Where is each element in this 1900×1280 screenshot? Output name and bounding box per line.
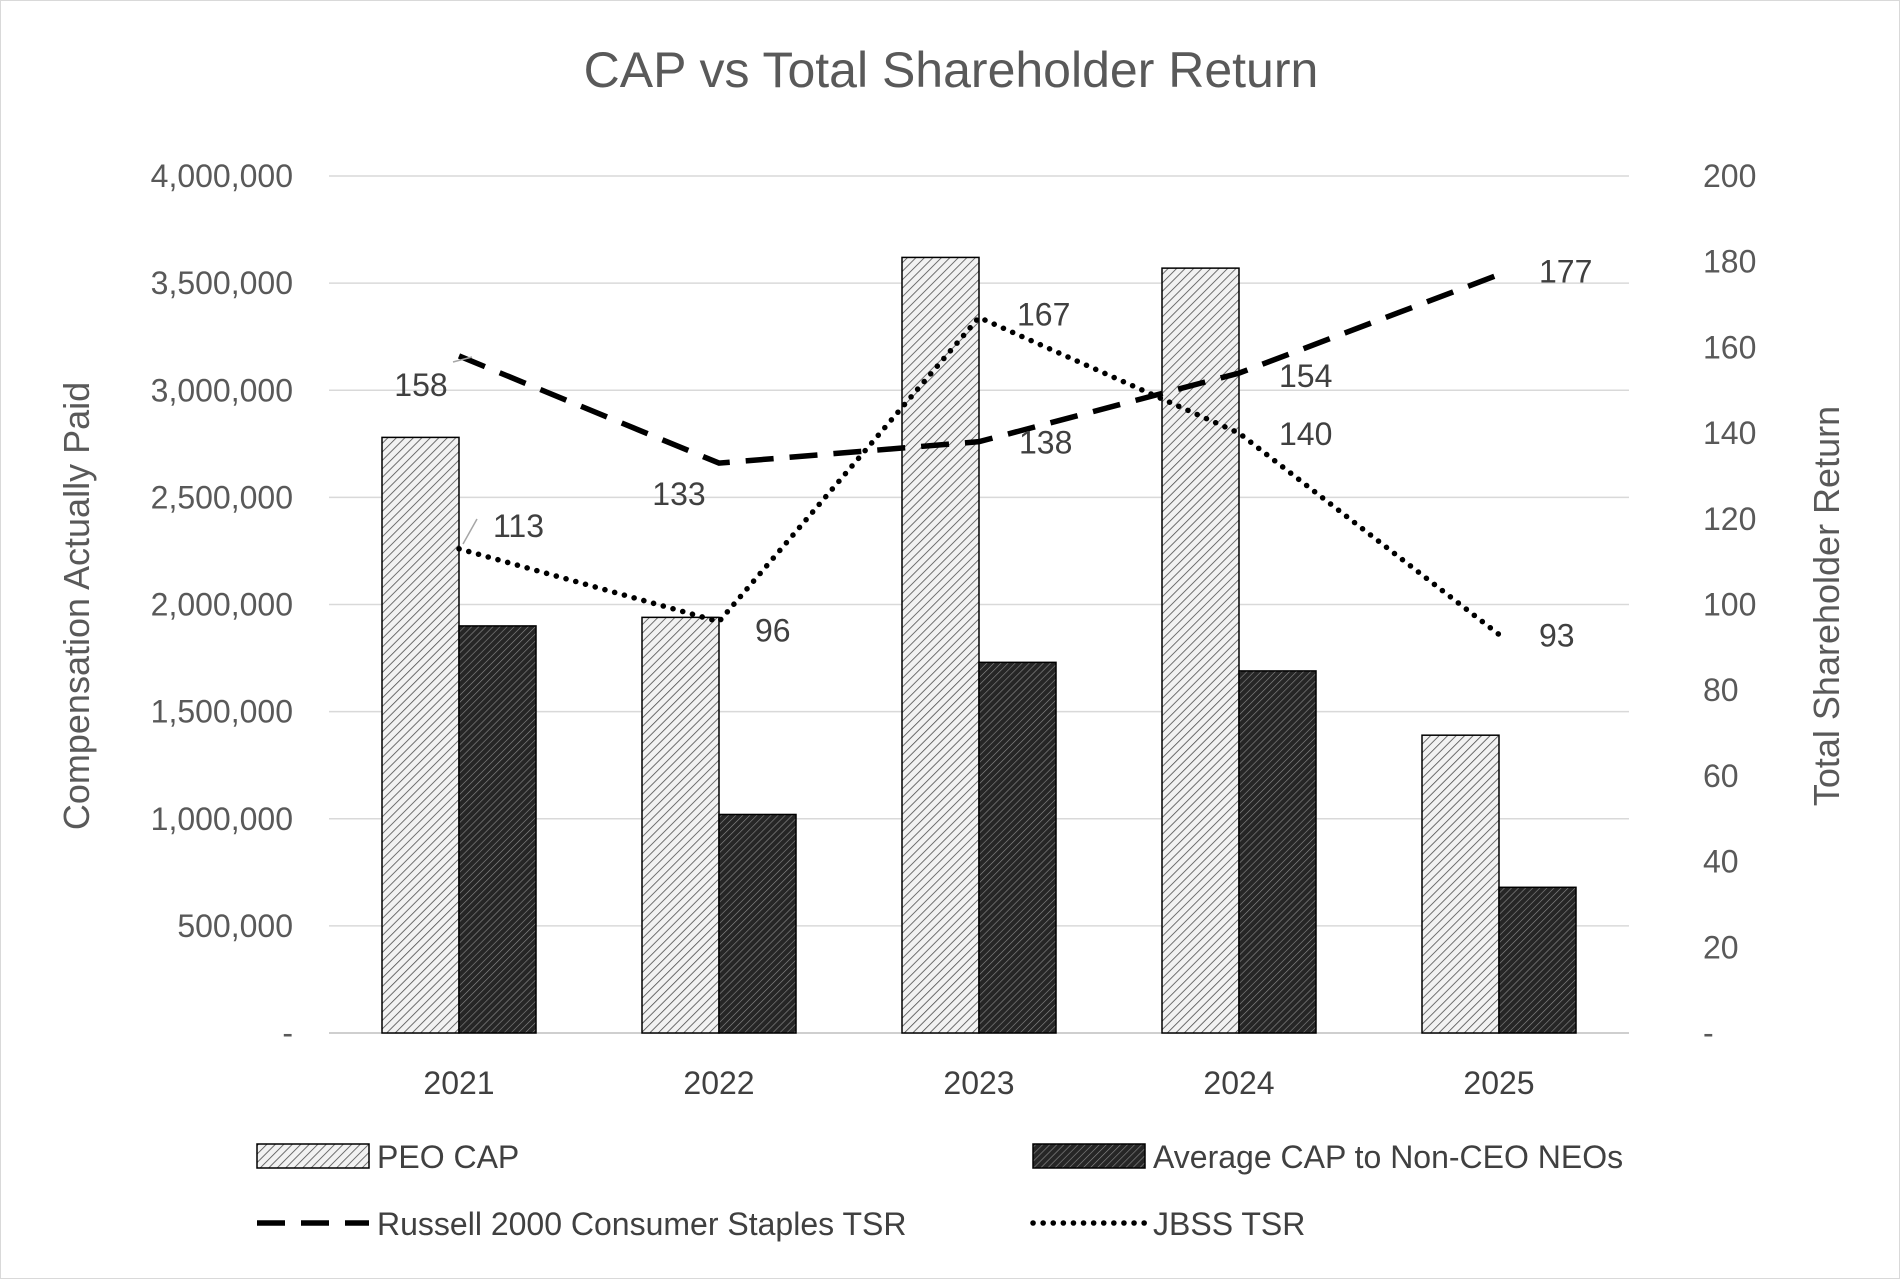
bar-average-cap-to-non-ceo-neos [978, 661, 1057, 1034]
left-axis-ticks: - 500,000 1,000,000 1,500,000 2,000,000 2,500… [151, 158, 293, 1051]
category-label: 2023 [943, 1065, 1014, 1101]
legend: PEO CAP Average CAP to Non-CEO NEOs Russel… [256, 1139, 1623, 1242]
bar-peo-cap [641, 616, 720, 1034]
right-axis-tick-label: 140 [1703, 415, 1756, 451]
leader-line [462, 518, 478, 545]
left-axis-tick-label: - [282, 1015, 293, 1051]
data-label: 177 [1539, 254, 1592, 290]
chart-title: CAP vs Total Shareholder Return [584, 42, 1319, 98]
line-russell-2000-consumer-staples-tsr [457, 271, 1500, 466]
left-axis-tick-label: 4,000,000 [151, 158, 293, 194]
left-axis-tick-label: 2,000,000 [151, 587, 293, 623]
right-axis-tick-label: 160 [1703, 329, 1756, 365]
bar-average-cap-to-non-ceo-neos [718, 813, 797, 1034]
legend-peo-cap-swatch [256, 1143, 370, 1169]
data-labels: 158 133 138 154 177 113 96 167 140 93 [394, 254, 1592, 654]
data-label: 138 [1019, 425, 1072, 461]
right-axis-tick-label: 80 [1703, 672, 1739, 708]
right-axis-title: Total Shareholder Return [1806, 406, 1847, 806]
left-axis-tick-label: 3,000,000 [151, 372, 293, 408]
right-axis-tick-label: 120 [1703, 501, 1756, 537]
bar-peo-cap [1161, 267, 1240, 1034]
bar-series [381, 256, 1577, 1034]
legend-average-cap-to-non-ceo-neos-swatch [1032, 1143, 1146, 1169]
left-axis-tick-label: 1,000,000 [151, 801, 293, 837]
bar-average-cap-to-non-ceo-neos [458, 625, 537, 1034]
left-axis-tick-label: 2,500,000 [151, 479, 293, 515]
bar-average-cap-to-non-ceo-neos [1238, 670, 1317, 1034]
data-label: 133 [652, 476, 705, 512]
bar-peo-cap [901, 256, 980, 1034]
right-axis-ticks: - 20 40 60 80 100 120 140 160 180 200 [1703, 158, 1756, 1051]
left-axis-tick-label: 1,500,000 [151, 694, 293, 730]
left-axis-tick-label: 3,500,000 [151, 265, 293, 301]
right-axis-tick-label: - [1703, 1015, 1714, 1051]
legend-average-cap-to-non-ceo-neos-label: Average CAP to Non-CEO NEOs [1153, 1139, 1623, 1175]
legend-jbss-tsr-label: JBSS TSR [1153, 1206, 1305, 1242]
data-label: 154 [1279, 358, 1332, 394]
right-axis-tick-label: 180 [1703, 244, 1756, 280]
category-label: 2021 [423, 1065, 494, 1101]
left-axis-title: Compensation Actually Paid [56, 382, 97, 830]
category-label: 2025 [1463, 1065, 1534, 1101]
category-axis-labels: 2021 2022 2023 2024 2025 [423, 1065, 1534, 1101]
right-axis-tick-label: 100 [1703, 587, 1756, 623]
bar-peo-cap [1421, 734, 1500, 1034]
right-axis-tick-label: 40 [1703, 844, 1739, 880]
category-label: 2022 [683, 1065, 754, 1101]
legend-russell-2000-consumer-staples-tsr-label: Russell 2000 Consumer Staples TSR [377, 1206, 906, 1242]
data-label: 140 [1279, 416, 1332, 452]
data-label: 93 [1539, 617, 1575, 653]
data-label: 167 [1017, 296, 1070, 332]
data-label: 158 [394, 367, 447, 403]
right-axis-tick-label: 200 [1703, 158, 1756, 194]
data-label: 96 [755, 613, 791, 649]
category-label: 2024 [1203, 1065, 1274, 1101]
bar-average-cap-to-non-ceo-neos [1498, 886, 1577, 1034]
line-jbss-tsr [456, 314, 1502, 638]
right-axis-tick-label: 20 [1703, 929, 1739, 965]
bar-peo-cap [381, 436, 460, 1034]
leader-line [452, 356, 473, 363]
line-series [456, 271, 1502, 638]
legend-peo-cap-label: PEO CAP [377, 1139, 519, 1175]
left-axis-tick-label: 500,000 [177, 908, 293, 944]
right-axis-tick-label: 60 [1703, 758, 1739, 794]
data-label: 113 [493, 508, 544, 544]
